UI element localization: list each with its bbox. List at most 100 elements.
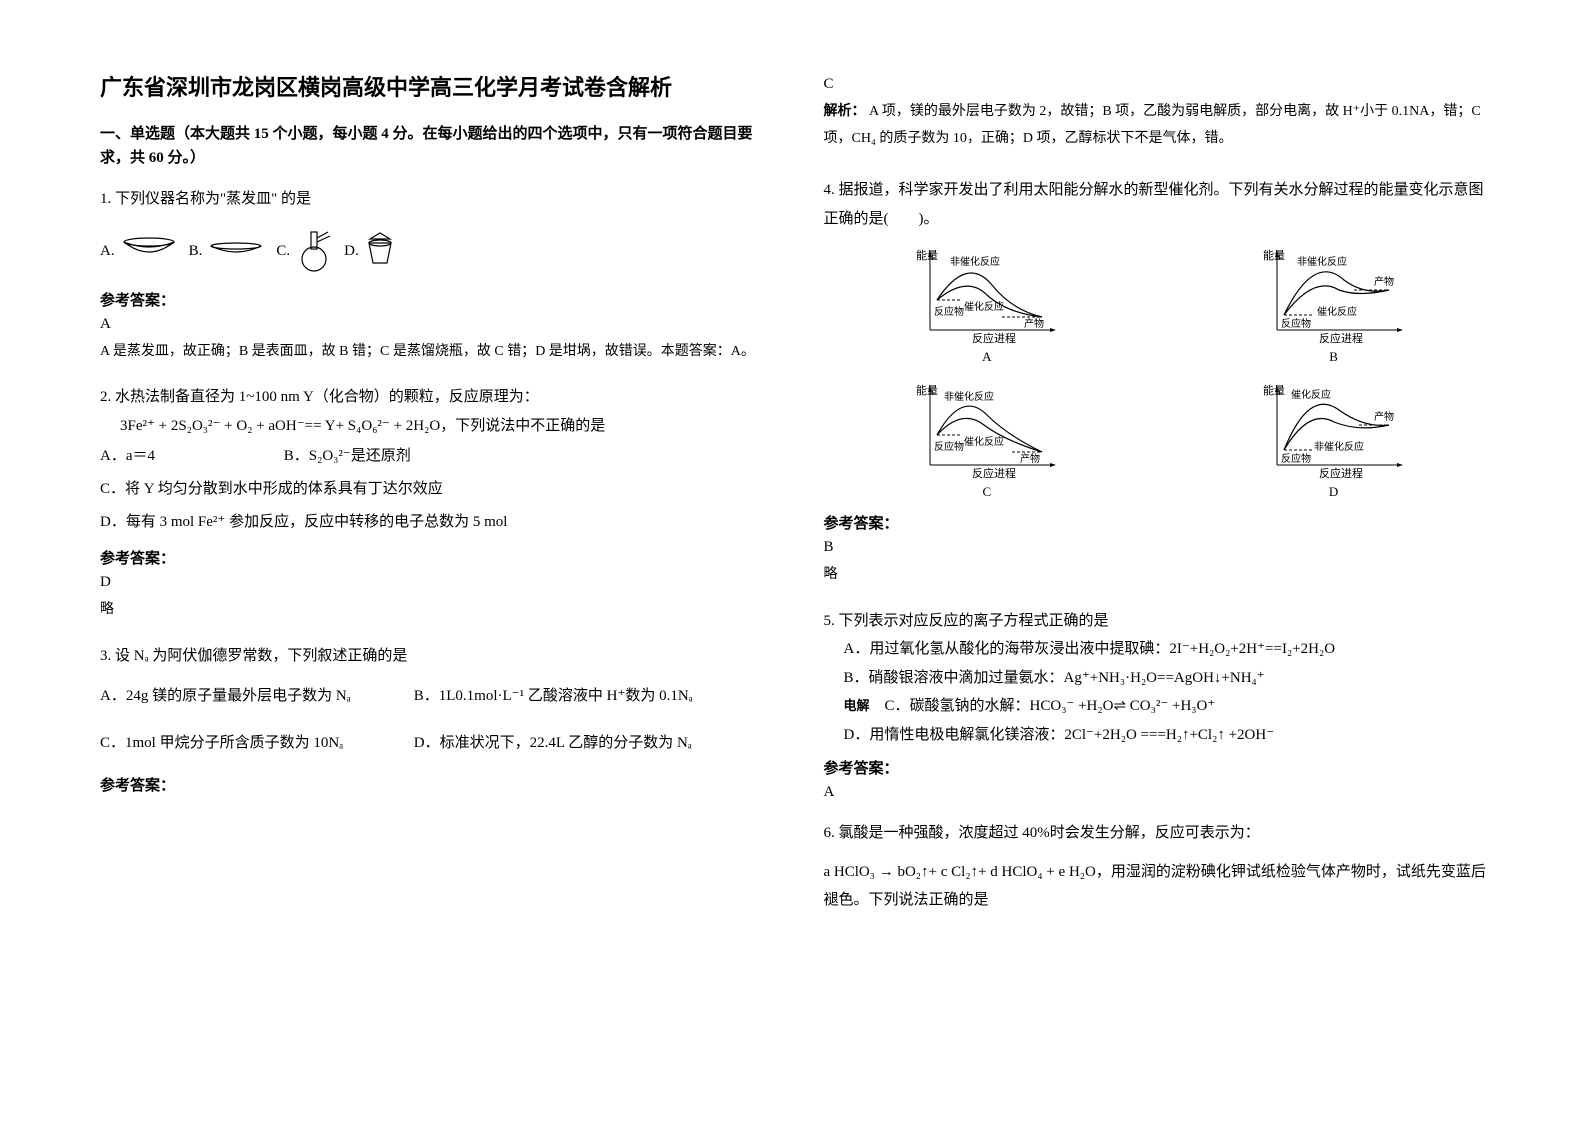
left-column: 广东省深圳市龙岗区横岗高级中学高三化学月考试卷含解析 一、单选题（本大题共 15… xyxy=(100,70,764,1052)
q1-opt-c: C. xyxy=(276,224,334,279)
q2-note: 略 xyxy=(100,597,764,624)
q3-opt-c: C．1mol 甲烷分子所含质子数为 10Nₐ xyxy=(100,727,410,760)
q3-answer-label: 参考答案： xyxy=(100,774,764,795)
q4-diagram-a: 能量 非催化反应 反应物 催化反应 产物 反应进程 A xyxy=(834,245,1141,365)
q3-answer: C xyxy=(824,76,1488,93)
q4-label-d: D xyxy=(1329,484,1338,500)
svg-text:反应进程: 反应进程 xyxy=(1319,466,1363,480)
right-column: C 解析： A 项，镁的最外层电子数为 2，故错；B 项，乙酸为弱电解质，部分电… xyxy=(824,70,1488,1052)
question-4: 4. 据报道，科学家开发出了利用太阳能分解水的新型催化剂。下列有关水分解过程的能… xyxy=(824,176,1488,589)
q1-opt-b-label: B. xyxy=(189,243,203,260)
q6-formula: a HClO₃ → bO₂↑+ c Cl₂↑+ d HClO₄ + e H₂O，… xyxy=(824,858,1488,915)
q5-opt-b: B．硝酸银溶液中滴加过量氨水：Ag⁺+NH₃·H₂O==AgOH↓+NH₄⁺ xyxy=(844,664,1488,693)
q1-opt-a-label: A. xyxy=(100,243,115,260)
watch-glass-icon xyxy=(206,238,266,265)
q3-opts-ab: A．24g 镁的原子量最外层电子数为 Nₐ B．1L0.1mol·L⁻¹ 乙酸溶… xyxy=(100,680,764,713)
q3-text: 3. 设 Nₐ 为阿伏伽德罗常数，下列叙述正确的是 xyxy=(100,642,764,671)
svg-text:催化反应: 催化反应 xyxy=(964,300,1004,313)
q5-opt-c-prefix: 电解 xyxy=(844,698,870,713)
q3-explanation-label: 解析： xyxy=(824,104,866,119)
q5-opt-c-row: 电解 C．碳酸氢钠的水解：HCO₃⁻ +H₂O⇌ CO₃²⁻ +H₃O⁺ xyxy=(844,692,1488,721)
q2-answer: D xyxy=(100,574,764,591)
q2-opt-c: C．将 Y 均匀分散到水中形成的体系具有丁达尔效应 xyxy=(100,473,764,506)
q3-opt-a: A．24g 镁的原子量最外层电子数为 Nₐ xyxy=(100,680,410,713)
q1-explanation: A 是蒸发皿，故正确；B 是表面皿，故 B 错；C 是蒸馏烧瓶，故 C 错；D … xyxy=(100,339,764,366)
evaporating-dish-icon xyxy=(119,234,179,269)
y-label: 能量 xyxy=(916,248,938,262)
q2-opt-b: B．S₂O₃²⁻是还原剂 xyxy=(284,448,411,464)
q2-opt-d: D．每有 3 mol Fe²⁺ 参加反应，反应中转移的电子总数为 5 mol xyxy=(100,506,764,539)
q4-text: 4. 据报道，科学家开发出了利用太阳能分解水的新型催化剂。下列有关水分解过程的能… xyxy=(824,176,1488,233)
svg-text:非催化反应: 非催化反应 xyxy=(944,390,994,403)
q6-text: 6. 氯酸是一种强酸，浓度超过 40%时会发生分解，反应可表示为： xyxy=(824,819,1488,848)
svg-text:反应物: 反应物 xyxy=(934,305,964,318)
svg-text:反应进程: 反应进程 xyxy=(1319,331,1363,345)
svg-text:反应物: 反应物 xyxy=(1281,452,1311,465)
q2-formula: 3Fe²⁺ + 2S₂O₃²⁻ + O₂ + aOH⁻== Y+ S₄O₆²⁻ … xyxy=(120,412,764,441)
q1-answer: A xyxy=(100,316,764,333)
q5-opt-a: A．用过氧化氢从酸化的海带灰浸出液中提取碘：2I⁻+H₂O₂+2H⁺==I₂+2… xyxy=(844,635,1488,664)
q3-explanation-text: A 项，镁的最外层电子数为 2，故错；B 项，乙酸为弱电解质，部分电离，故 H⁺… xyxy=(824,104,1481,146)
exam-title: 广东省深圳市龙岗区横岗高级中学高三化学月考试卷含解析 xyxy=(100,70,764,102)
q4-note: 略 xyxy=(824,562,1488,589)
q4-diagram-grid: 能量 非催化反应 反应物 催化反应 产物 反应进程 A 能量 xyxy=(834,245,1488,500)
q1-text: 1. 下列仪器名称为"蒸发皿" 的是 xyxy=(100,185,764,214)
q3-opt-b: B．1L0.1mol·L⁻¹ 乙酸溶液中 H⁺数为 0.1Nₐ xyxy=(414,688,693,704)
q1-opt-d: D. xyxy=(344,229,397,274)
svg-text:非催化反应: 非催化反应 xyxy=(950,255,1000,268)
energy-diagram-b-icon: 能量 非催化反应 反应物 催化反应 产物 反应进程 xyxy=(1259,245,1409,345)
section-header: 一、单选题（本大题共 15 个小题，每小题 4 分。在每小题给出的四个选项中，只… xyxy=(100,122,764,170)
q4-label-b: B xyxy=(1329,349,1338,365)
question-6: 6. 氯酸是一种强酸，浓度超过 40%时会发生分解，反应可表示为： a HClO… xyxy=(824,819,1488,915)
question-2: 2. 水热法制备直径为 1~100 nm Y（化合物）的颗粒，反应原理为： 3F… xyxy=(100,383,764,624)
svg-text:产物: 产物 xyxy=(1020,452,1040,465)
crucible-icon xyxy=(363,229,397,274)
q1-options: A. B. C. D. xyxy=(100,224,764,279)
svg-text:非催化反应: 非催化反应 xyxy=(1314,440,1364,453)
question-1: 1. 下列仪器名称为"蒸发皿" 的是 A. B. C. xyxy=(100,185,764,365)
svg-text:催化反应: 催化反应 xyxy=(964,435,1004,448)
question-3: 3. 设 Nₐ 为阿伏伽德罗常数，下列叙述正确的是 A．24g 镁的原子量最外层… xyxy=(100,642,764,796)
q3-opts-cd: C．1mol 甲烷分子所含质子数为 10Nₐ D．标准状况下，22.4L 乙醇的… xyxy=(100,727,764,760)
svg-text:反应物: 反应物 xyxy=(934,440,964,453)
q5-answer-label: 参考答案： xyxy=(824,757,1488,778)
q4-answer: B xyxy=(824,539,1488,556)
svg-text:产物: 产物 xyxy=(1374,275,1394,288)
q5-opt-c: C．碳酸氢钠的水解：HCO₃⁻ +H₂O⇌ CO₃²⁻ +H₃O⁺ xyxy=(885,698,1216,714)
energy-diagram-d-icon: 能量 催化反应 反应物 非催化反应 产物 反应进程 xyxy=(1259,380,1409,480)
q4-label-a: A xyxy=(982,349,991,365)
q2-text: 2. 水热法制备直径为 1~100 nm Y（化合物）的颗粒，反应原理为： xyxy=(100,383,764,412)
svg-text:能量: 能量 xyxy=(1263,248,1285,262)
q1-opt-b: B. xyxy=(189,238,267,265)
q2-opt-a: A．a＝4 xyxy=(100,440,280,473)
svg-text:产物: 产物 xyxy=(1024,317,1044,330)
q5-text: 5. 下列表示对应反应的离子方程式正确的是 xyxy=(824,607,1488,636)
svg-text:产物: 产物 xyxy=(1374,410,1394,423)
q4-diagram-c: 能量 非催化反应 反应物 催化反应 产物 反应进程 C xyxy=(834,380,1141,500)
svg-text:反应进程: 反应进程 xyxy=(972,331,1016,345)
q1-answer-label: 参考答案： xyxy=(100,289,764,310)
q4-answer-label: 参考答案： xyxy=(824,512,1488,533)
energy-diagram-c-icon: 能量 非催化反应 反应物 催化反应 产物 反应进程 xyxy=(912,380,1062,480)
q4-diagram-b: 能量 非催化反应 反应物 催化反应 产物 反应进程 B xyxy=(1180,245,1487,365)
q4-label-c: C xyxy=(983,484,992,500)
svg-text:催化反应: 催化反应 xyxy=(1291,388,1331,401)
svg-text:反应物: 反应物 xyxy=(1281,317,1311,330)
q3-explanation: 解析： A 项，镁的最外层电子数为 2，故错；B 项，乙酸为弱电解质，部分电离，… xyxy=(824,99,1488,152)
q5-answer: A xyxy=(824,784,1488,801)
q2-opts-ab: A．a＝4 B．S₂O₃²⁻是还原剂 xyxy=(100,440,764,473)
svg-text:非催化反应: 非催化反应 xyxy=(1297,255,1347,268)
q5-opt-d: D．用惰性电极电解氯化镁溶液：2Cl⁻+2H₂O ===H₂↑+Cl₂↑ +2O… xyxy=(844,721,1488,750)
q4-diagram-d: 能量 催化反应 反应物 非催化反应 产物 反应进程 D xyxy=(1180,380,1487,500)
svg-text:反应进程: 反应进程 xyxy=(972,466,1016,480)
q1-opt-a: A. xyxy=(100,234,179,269)
q1-opt-d-label: D. xyxy=(344,243,359,260)
svg-text:催化反应: 催化反应 xyxy=(1317,305,1357,318)
q3-opt-d: D．标准状况下，22.4L 乙醇的分子数为 Nₐ xyxy=(414,735,692,751)
q2-answer-label: 参考答案： xyxy=(100,547,764,568)
svg-text:能量: 能量 xyxy=(1263,383,1285,397)
svg-text:能量: 能量 xyxy=(916,383,938,397)
q1-opt-c-label: C. xyxy=(276,243,290,260)
distilling-flask-icon xyxy=(294,224,334,279)
question-5: 5. 下列表示对应反应的离子方程式正确的是 A．用过氧化氢从酸化的海带灰浸出液中… xyxy=(824,607,1488,802)
